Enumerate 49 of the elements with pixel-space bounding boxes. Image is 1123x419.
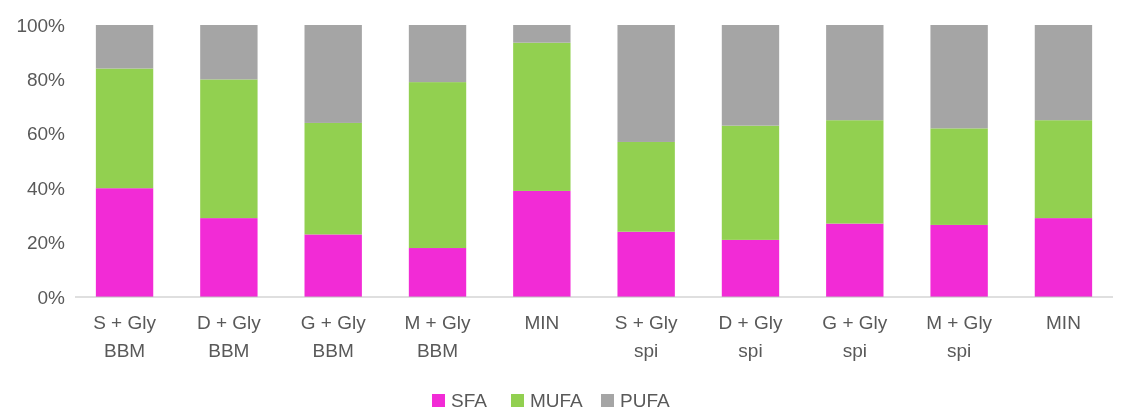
bar: [617, 141, 675, 232]
x-tick-label: MIN: [524, 312, 560, 333]
x-tick-label: S + Gly spi: [614, 312, 679, 361]
bar: [408, 248, 467, 297]
x-tick-label: S + Gly BBM: [93, 312, 157, 361]
bar: [721, 239, 780, 297]
bar: [513, 25, 571, 43]
y-tick-label: 20%: [26, 232, 66, 254]
bar: [617, 25, 675, 142]
bar: [95, 68, 154, 189]
bar: [408, 82, 467, 249]
bar: [826, 25, 884, 121]
bar: [1034, 218, 1093, 297]
bar: [408, 25, 467, 83]
x-tick-label: M + Gly BBM: [404, 312, 472, 361]
x-tick-label: G + Gly BBM: [300, 312, 367, 361]
bar: [95, 188, 154, 297]
bar: [304, 234, 362, 297]
y-tick-label: 60%: [26, 123, 66, 145]
bar: [930, 128, 988, 225]
bar: [1034, 25, 1093, 121]
bar: [304, 122, 362, 235]
y-tick-label: 0%: [37, 286, 66, 308]
bar: [930, 25, 988, 129]
bar: [930, 224, 988, 297]
bar: [200, 25, 258, 80]
bar: [200, 218, 258, 297]
bar: [1034, 120, 1093, 219]
x-tick-label: G + Gly spi: [822, 312, 888, 361]
bar: [721, 25, 780, 126]
y-tick-label: 40%: [26, 177, 66, 199]
x-tick-label: MIN: [1046, 312, 1081, 333]
bar: [200, 79, 258, 219]
bar: [513, 42, 571, 191]
bar: [304, 25, 362, 123]
bar: [513, 190, 571, 297]
x-tick-label: D + Gly spi: [718, 312, 783, 361]
bar: [95, 25, 154, 69]
legend-label: MUFA: [530, 390, 584, 411]
y-tick-label: 80%: [26, 69, 66, 91]
bar: [721, 125, 780, 240]
x-tick-label: D + Gly BBM: [196, 312, 262, 361]
y-tick-label: 100%: [16, 14, 66, 36]
x-tick-label: M + Gly spi: [926, 312, 993, 361]
bar: [826, 223, 884, 297]
bar: [617, 231, 675, 297]
bar: [826, 120, 884, 224]
legend-label: PUFA: [620, 390, 670, 411]
legend-label: SFA: [451, 390, 488, 411]
